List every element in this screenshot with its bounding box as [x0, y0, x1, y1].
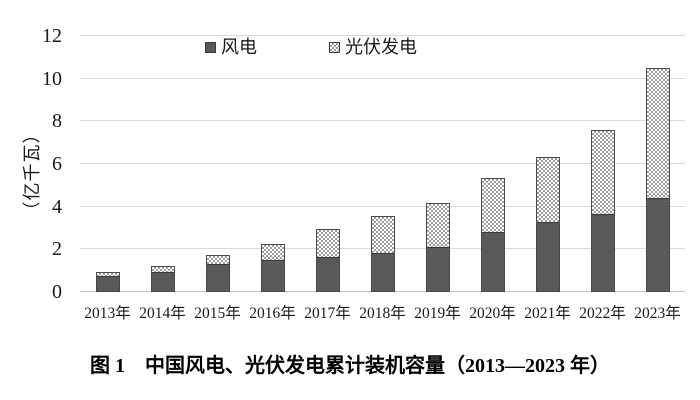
x-tick-label: 2023年 [634, 305, 681, 322]
gridline-y6 [80, 163, 685, 164]
x-tick-label: 2022年 [579, 305, 626, 322]
bar-slot-2022年 [575, 36, 630, 292]
bar-slot-2015年 [190, 36, 245, 292]
bar-slot-2014年 [135, 36, 190, 292]
stacked-bar-2016年 [260, 244, 285, 292]
x-tick-label: 2021年 [524, 305, 571, 322]
y-tick-label: 0 [52, 281, 62, 303]
x-tick-label: 2020年 [469, 305, 516, 322]
x-tick-label: 2013年 [84, 305, 131, 322]
stacked-bar-2021年 [535, 157, 560, 292]
x-tick-label: 2019年 [414, 305, 461, 322]
bar-segment-wind [315, 257, 340, 292]
bar-segment-pv [260, 244, 285, 260]
y-tick-label: 6 [52, 153, 62, 175]
y-tick-label: 4 [52, 195, 62, 218]
bar-segment-wind [480, 232, 505, 292]
bar-segment-pv [150, 266, 175, 272]
bar-segment-pv [590, 130, 615, 214]
bar-segment-pv [95, 272, 120, 276]
legend-pv-label: 光伏发电 [345, 37, 417, 57]
gridline-y4 [80, 205, 685, 207]
x-tick-label: 2014年 [139, 305, 186, 322]
bar-segment-wind [535, 222, 560, 292]
bar-segment-pv [535, 157, 560, 222]
bar-slot-2023年 [630, 36, 685, 292]
stacked-bar-2013年 [95, 272, 120, 292]
y-tick-label: 8 [52, 110, 62, 133]
y-tick-label: 10 [42, 67, 62, 90]
bar-slot-2019年 [410, 36, 465, 292]
bar-segment-wind [370, 253, 395, 292]
bar-segment-wind [150, 272, 175, 292]
bar-slot-2017年 [300, 36, 355, 292]
bar-segment-pv [370, 216, 395, 253]
bar-segment-pv [645, 68, 670, 198]
bar-slot-2016年 [245, 36, 300, 292]
bar-segment-pv [315, 229, 340, 257]
legend-item-pv: 光伏发电 [329, 37, 417, 57]
bar-segment-wind [425, 247, 450, 292]
bar-segment-wind [590, 214, 615, 292]
legend-pv-swatch-icon [329, 41, 340, 53]
stacked-bar-2022年 [590, 130, 615, 292]
stacked-bar-2023年 [645, 68, 670, 292]
bar-segment-wind [260, 260, 285, 292]
gridline-y8 [80, 120, 685, 122]
x-tick-label: 2016年 [249, 305, 296, 322]
bar-segment-wind [205, 264, 230, 292]
figure-caption: 图 1 中国风电、光伏发电累计装机容量（2013—2023 年） [90, 355, 610, 377]
bar-segment-pv [425, 203, 450, 247]
y-axis-tick-labels: 0 2 4 6 8 10 12 [0, 25, 62, 303]
plot-area [80, 35, 685, 292]
stacked-bar-2014年 [150, 266, 175, 292]
stacked-bar-2015年 [205, 255, 230, 292]
stacked-bar-2019年 [425, 203, 450, 292]
legend: 风电 光伏发电 [205, 37, 417, 57]
gridline-y12 [80, 35, 685, 36]
bar-segment-wind [645, 198, 670, 292]
y-tick-label: 12 [42, 25, 62, 47]
bar-segment-pv [480, 178, 505, 232]
stacked-bar-2017年 [315, 229, 340, 292]
x-tick-label: 2018年 [359, 305, 406, 322]
legend-wind-label: 风电 [221, 37, 257, 57]
bar-slot-2020年 [465, 36, 520, 292]
bars-container [80, 36, 685, 292]
x-axis-tick-labels: 2013年 2014年 2015年 2016年 2017年 2018年 2019年 2020年… [80, 303, 685, 325]
bar-slot-2021年 [520, 36, 575, 292]
gridline-y10 [80, 77, 685, 79]
bar-slot-2018年 [355, 36, 410, 292]
bar-segment-wind [95, 276, 120, 292]
y-tick-label: 2 [52, 238, 62, 261]
stacked-bar-2020年 [480, 178, 505, 292]
x-tick-label: 2015年 [194, 305, 241, 322]
stacked-bar-2018年 [370, 216, 395, 292]
bar-slot-2013年 [80, 36, 135, 292]
bar-segment-pv [205, 255, 230, 264]
legend-item-wind: 风电 [205, 37, 257, 57]
legend-wind-swatch-icon [205, 41, 216, 53]
x-tick-label: 2017年 [304, 305, 351, 322]
